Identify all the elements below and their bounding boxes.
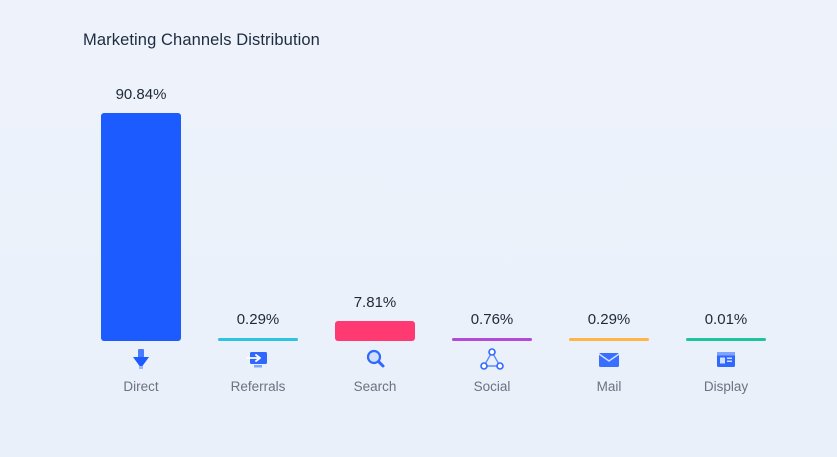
- bar-referrals[interactable]: [218, 338, 298, 341]
- category-label-search: Search: [354, 379, 397, 394]
- bar-display[interactable]: [686, 338, 766, 341]
- value-label-display: 0.01%: [705, 311, 748, 328]
- bar-social[interactable]: [452, 338, 532, 341]
- category-label-mail: Mail: [597, 379, 622, 394]
- category-label-direct: Direct: [123, 379, 159, 394]
- value-label-mail: 0.29%: [588, 311, 631, 328]
- bar-direct[interactable]: [101, 113, 181, 341]
- arrow-down-icon: [133, 349, 149, 369]
- value-label-social: 0.76%: [471, 311, 514, 328]
- category-label-referrals: Referrals: [231, 379, 286, 394]
- search-icon: [366, 349, 385, 368]
- value-label-direct: 90.84%: [116, 86, 167, 103]
- value-label-referrals: 0.29%: [237, 311, 280, 328]
- value-label-search: 7.81%: [354, 294, 397, 311]
- display-icon: [717, 352, 735, 367]
- mail-icon: [598, 353, 620, 367]
- category-label-display: Display: [704, 379, 749, 394]
- chart-title: Marketing Channels Distribution: [83, 31, 320, 49]
- referral-screen-icon: [246, 352, 267, 368]
- category-label-social: Social: [474, 379, 511, 394]
- social-network-icon: [480, 348, 504, 370]
- bar-search[interactable]: [335, 321, 415, 341]
- bar-mail[interactable]: [569, 338, 649, 341]
